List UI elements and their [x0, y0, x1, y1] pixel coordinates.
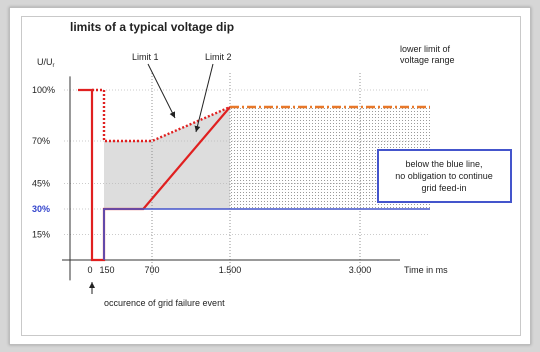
blue-box-line3: grid feed-in — [421, 183, 466, 193]
y-tick-label: 70% — [32, 136, 50, 146]
lower-limit-label-line2: voltage range — [400, 55, 455, 65]
x-tick-label: 3.000 — [349, 265, 372, 275]
series-line-1 — [92, 88, 231, 143]
chart-series — [78, 88, 430, 262]
blue-box-line1: below the blue line, — [405, 159, 482, 169]
figure-border — [21, 16, 521, 336]
chart-axes — [62, 76, 400, 281]
x-tick-label: 150 — [99, 265, 114, 275]
x-tick-label: 700 — [144, 265, 159, 275]
limit2-arrow — [194, 63, 214, 133]
shaded-region — [104, 107, 230, 209]
limit2-label: Limit 2 — [205, 52, 232, 62]
lower-limit-label-line1: lower limit of — [400, 44, 451, 54]
event-label: occurence of grid failure event — [104, 298, 225, 308]
y-tick-label: 45% — [32, 179, 50, 189]
limit1-label: Limit 1 — [132, 52, 159, 62]
chart-ticks: 100% 70% 45% 30% 15% 0 150 700 1.500 3.000 — [32, 85, 371, 275]
limit1-arrow — [147, 63, 176, 119]
series-line-4 — [103, 208, 430, 260]
y-tick-label: 100% — [32, 85, 55, 95]
x-axis-label: Time in ms — [404, 265, 448, 275]
blue-info-box — [377, 149, 512, 203]
x-tick-label: 1.500 — [219, 265, 242, 275]
chart-title: limits of a typical voltage dip — [70, 20, 234, 34]
x-tick-label: 0 — [87, 265, 92, 275]
y-tick-label: 15% — [32, 230, 50, 240]
blue-box-line2: no obligation to continue — [395, 171, 493, 181]
y-tick-label: 30% — [32, 204, 50, 214]
y-axis-label: U/Ur — [37, 57, 55, 69]
